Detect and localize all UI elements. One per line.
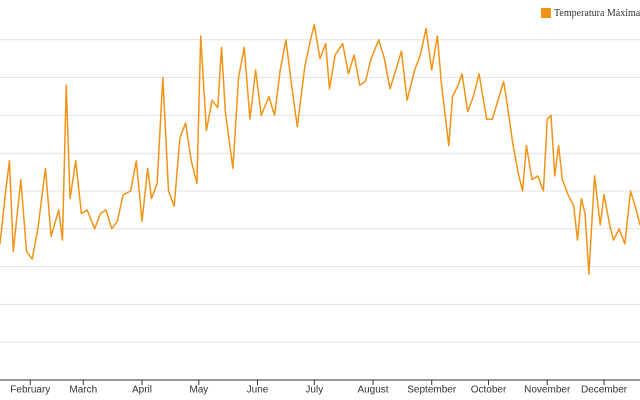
x-tick-label: July bbox=[305, 385, 323, 396]
x-tick-label: December bbox=[581, 385, 628, 396]
x-tick-label: August bbox=[357, 385, 388, 396]
x-tick-label: April bbox=[132, 385, 152, 396]
legend-label: Temperatura Máxima bbox=[554, 8, 640, 19]
x-tick-label: November bbox=[524, 385, 571, 396]
x-tick-label: June bbox=[247, 385, 269, 396]
line bbox=[0, 23, 640, 275]
x-tick-label: September bbox=[407, 385, 457, 396]
x-tick-label: May bbox=[189, 385, 208, 396]
legend-swatch bbox=[541, 8, 551, 18]
x-tick-label: February bbox=[10, 385, 50, 396]
x-tick-label: October bbox=[471, 385, 507, 396]
x-tick-label: March bbox=[69, 385, 97, 396]
